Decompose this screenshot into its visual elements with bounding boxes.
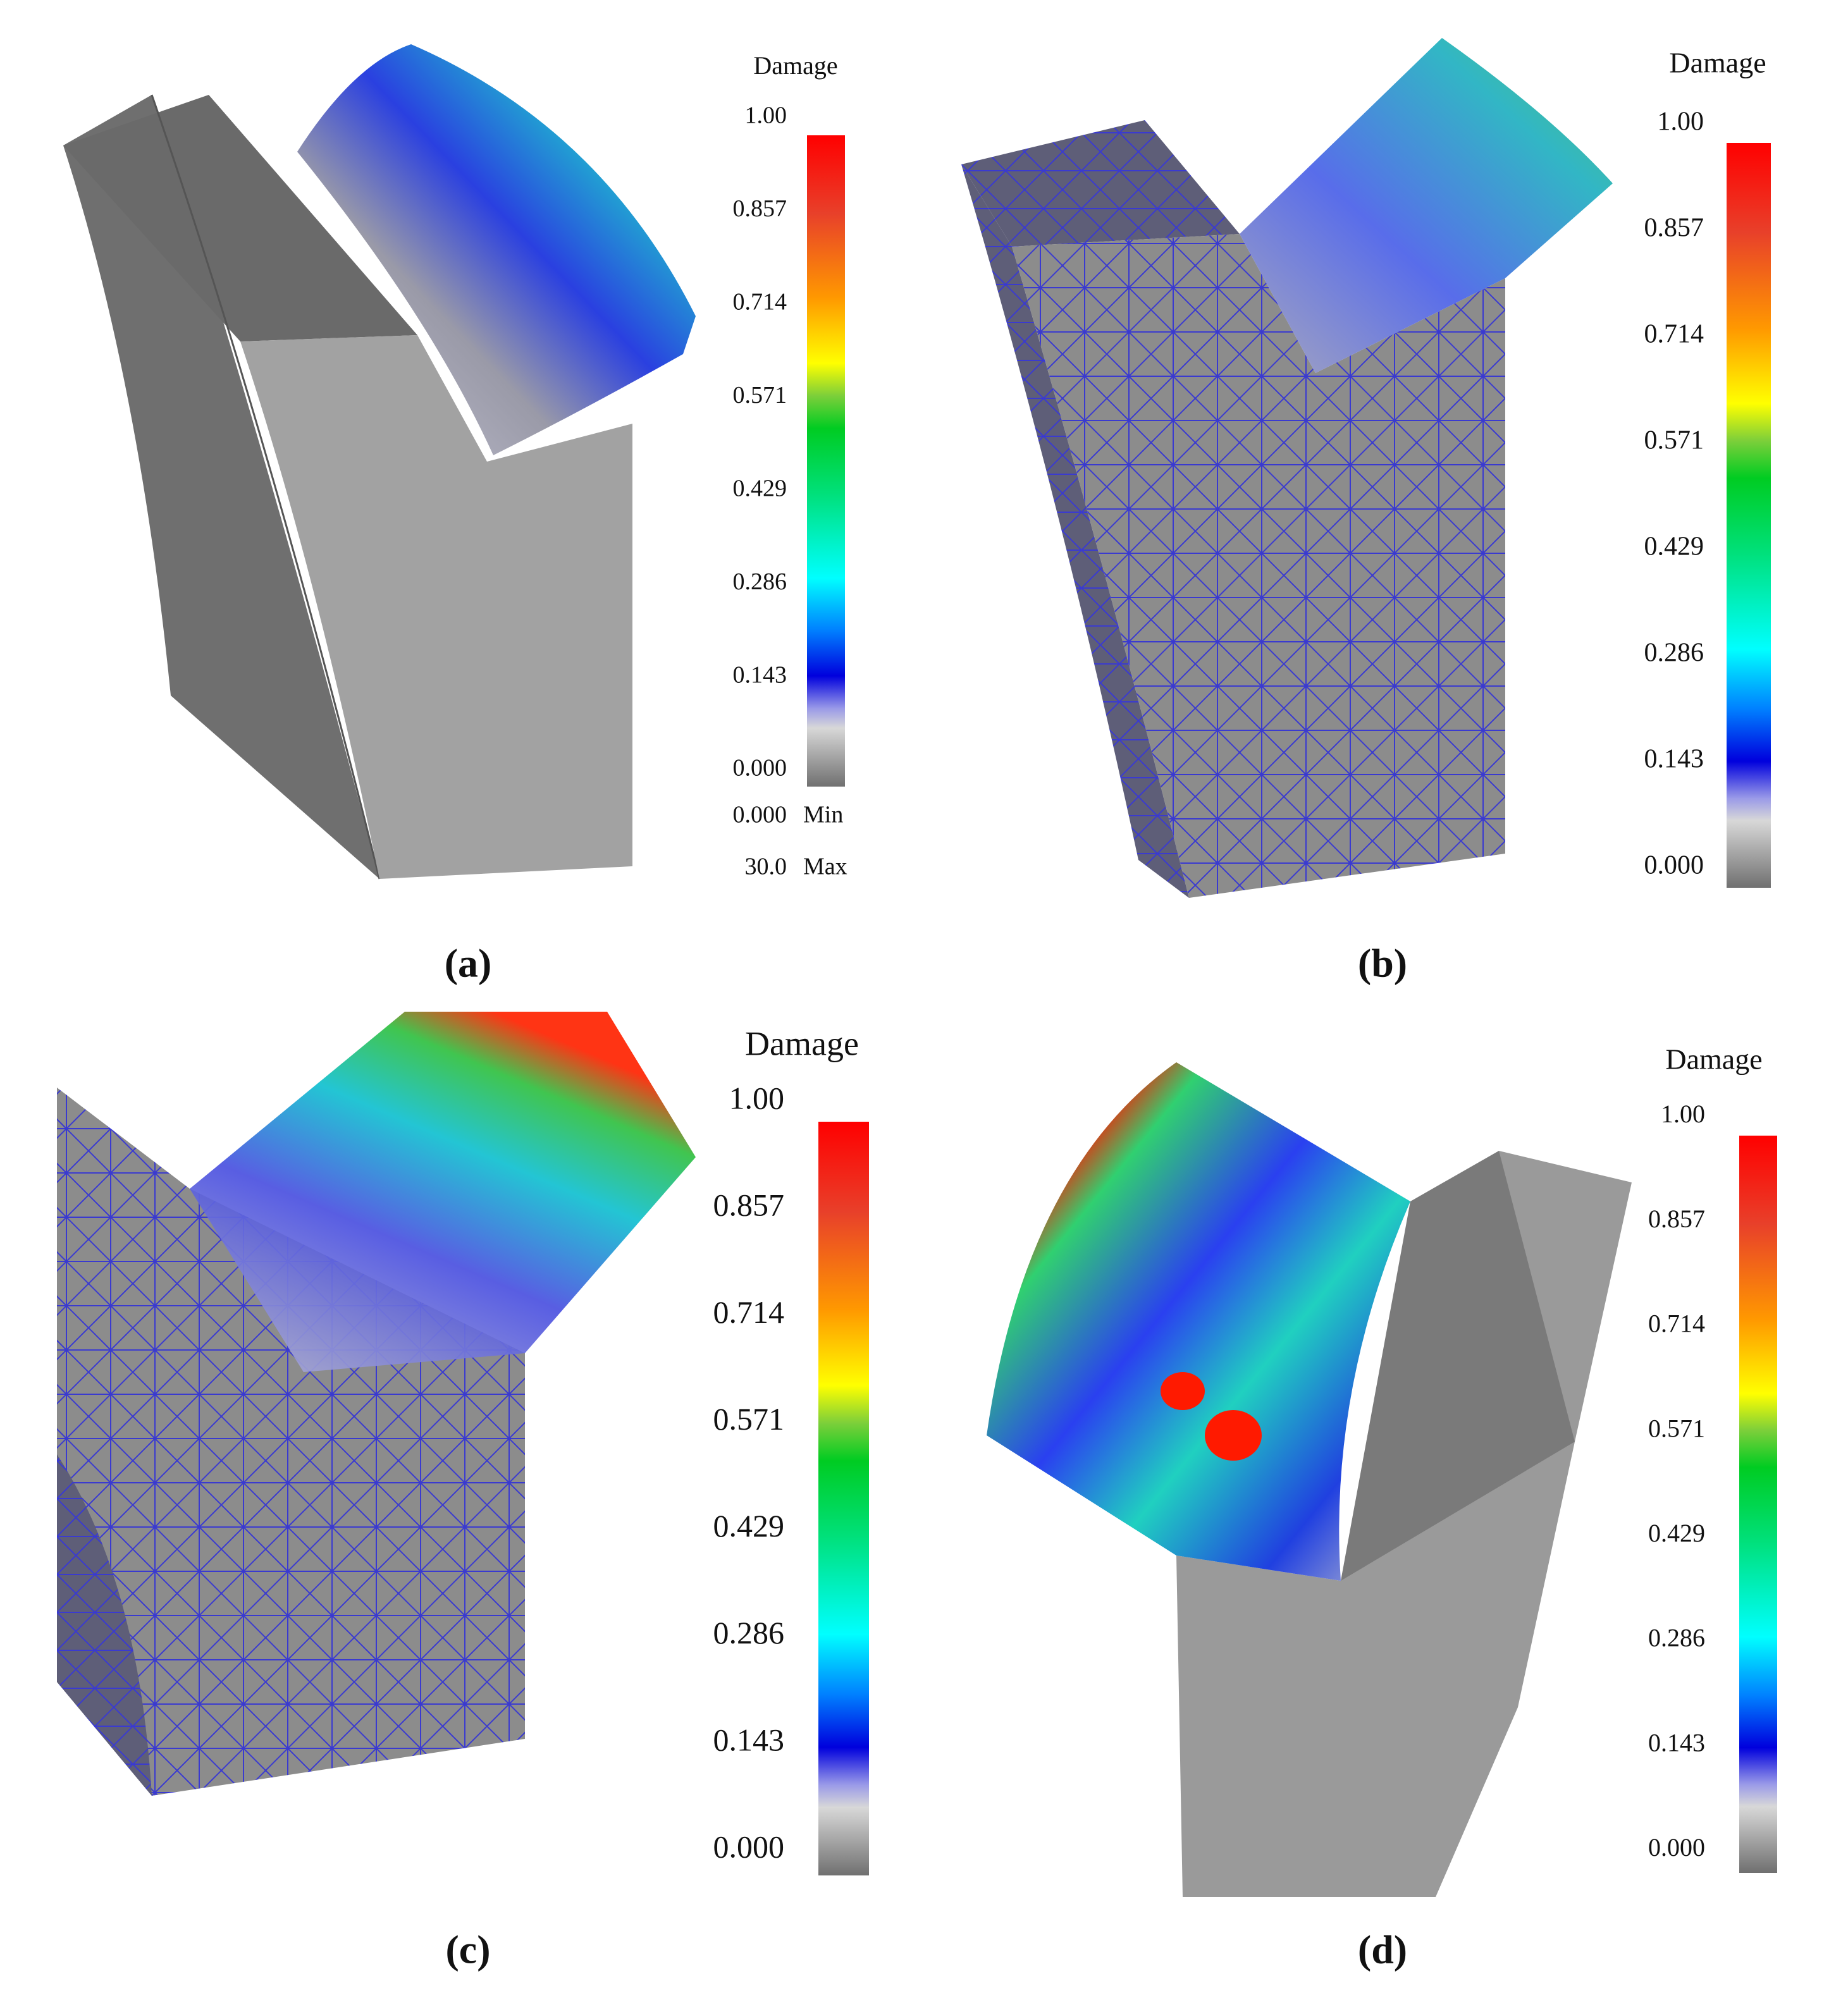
colorbar-tick-label: 0.000 <box>1644 851 1704 880</box>
colorbar-tick-label: 0.429 <box>733 475 787 501</box>
colorbar-tick-label: 0.714 <box>1648 1310 1705 1338</box>
colorbar-tick-label: 1.00 <box>1661 1100 1705 1128</box>
model-c <box>57 1012 696 1796</box>
colorbar <box>807 135 845 787</box>
colorbar-tick-label: 1.00 <box>745 102 787 129</box>
colorbar-tick-label: 0.714 <box>1644 320 1704 349</box>
colorbar <box>1727 143 1771 888</box>
colorbar-tick-label: 0.429 <box>1648 1519 1705 1547</box>
colorbar-tick-label: 0.857 <box>1648 1205 1705 1233</box>
colorbar-tick-label: 1.00 <box>729 1080 785 1115</box>
colorbar <box>818 1122 869 1875</box>
colorbar-title: Damage <box>1665 1043 1762 1076</box>
colorbar-tick-label: 0.857 <box>713 1187 785 1223</box>
colorbar-title: Damage <box>1669 47 1766 79</box>
colorbar-tick-label: 0.000 <box>713 1829 785 1864</box>
colorbar-title: Damage <box>745 1024 859 1062</box>
colorbar-tick-label: 0.286 <box>1644 639 1704 668</box>
model-b <box>961 38 1613 898</box>
colorbar-tick-label: 0.286 <box>733 568 787 595</box>
colorbar-title: Damage <box>753 51 837 80</box>
colorbar-tick-label: 0.857 <box>1644 214 1704 243</box>
panel-label: (d) <box>1358 1927 1407 1972</box>
colorbar-tick-label: 0.143 <box>1648 1728 1705 1757</box>
panel-label: (c) <box>445 1927 490 1972</box>
colorbar-tick-label: 0.714 <box>733 289 787 316</box>
colorbar-tick-label: 0.286 <box>713 1615 785 1650</box>
colorbar-tick-label: 0.571 <box>733 382 787 408</box>
colorbar-tick-label: 0.857 <box>733 195 787 222</box>
colorbar-tick-label: 0.143 <box>713 1722 785 1757</box>
colorbar <box>1739 1136 1777 1873</box>
extreme-value: 30.0 <box>745 854 787 880</box>
colorbar-tick-label: 0.571 <box>713 1401 785 1437</box>
panel-label: (b) <box>1358 941 1407 986</box>
extreme-label: Max <box>803 854 847 880</box>
colorbar-tick-label: 0.000 <box>733 755 787 782</box>
colorbar-tick-label: 0.143 <box>733 661 787 688</box>
colorbar-tick-label: 0.143 <box>1644 745 1704 774</box>
colorbar-tick-label: 0.429 <box>713 1508 785 1543</box>
colorbar-tick-label: 0.571 <box>1648 1414 1705 1442</box>
colorbar-tick-label: 0.429 <box>1644 532 1704 561</box>
colorbar-tick-label: 0.000 <box>1648 1833 1705 1862</box>
extreme-value: 0.000 <box>733 802 787 828</box>
extreme-label: Min <box>803 802 843 828</box>
colorbar-tick-label: 0.286 <box>1648 1624 1705 1652</box>
panel-label: (a) <box>445 941 492 986</box>
model-a <box>63 44 696 880</box>
colorbar-tick-label: 0.571 <box>1644 426 1704 455</box>
model-d <box>987 1062 1632 1897</box>
colorbar-tick-label: 1.00 <box>1658 107 1704 137</box>
colorbar-tick-label: 0.714 <box>713 1294 785 1330</box>
